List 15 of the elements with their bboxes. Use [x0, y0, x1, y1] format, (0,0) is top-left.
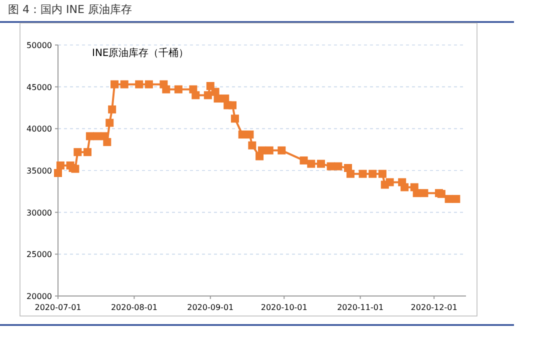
x-tick-label: 2020-07-01 [34, 303, 82, 312]
x-tick-label: 2020-11-01 [337, 303, 384, 312]
y-tick-label: 35000 [26, 166, 52, 176]
y-tick-label: 30000 [26, 208, 52, 218]
y-tick-label: 40000 [26, 124, 52, 134]
subtitle: INE原油库存（千桶） [92, 48, 189, 59]
y-tick-label: 50000 [26, 41, 52, 50]
y-tick-label: 20000 [26, 292, 52, 301]
y-tick-label: 45000 [26, 82, 52, 92]
x-tick-label: 2020-10-01 [260, 303, 308, 312]
x-tick-label: 2020-12-01 [410, 303, 458, 312]
title: 图 4：国内 INE 原油库存 [8, 3, 132, 16]
x-tick-label: 2020-08-01 [110, 303, 158, 312]
y-tick-label: 25000 [26, 250, 52, 260]
x-tick-label: 2020-09-01 [187, 303, 234, 312]
